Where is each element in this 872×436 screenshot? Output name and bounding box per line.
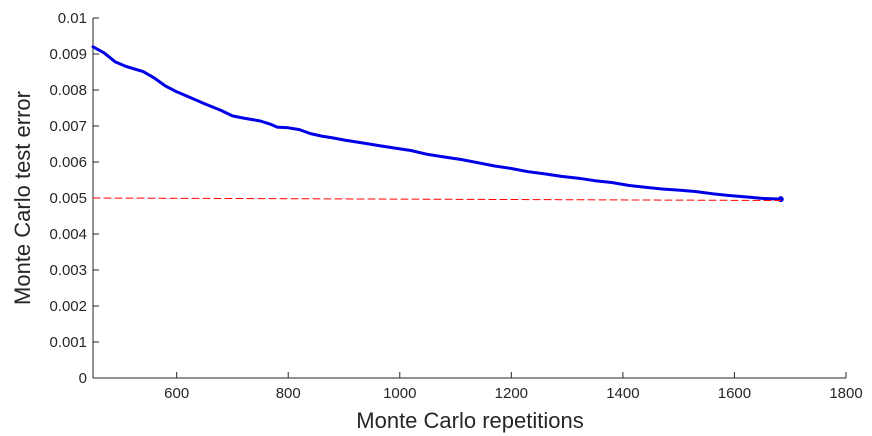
reference-line [92,197,782,201]
series-end-marker [777,196,784,203]
y-tick-label: 0.005 [49,190,87,207]
x-tick-label: 1600 [718,385,751,402]
series-line [91,45,783,201]
y-tick-label: 0.006 [49,154,87,171]
y-tick-label: 0.007 [49,118,87,135]
y-tick-label: 0.001 [49,334,87,351]
x-tick-label: 600 [164,385,189,402]
x-tick-label: 1200 [495,385,528,402]
tick-labels: 600 800 1000 1200 1400 1600 1800 0 0.001 0.002 0.0… [49,10,862,402]
x-tick-label: 800 [276,385,301,402]
y-tick-label: 0 [79,370,87,387]
y-tick-label: 0.008 [49,82,87,99]
axes [92,17,847,379]
x-axis-title: Monte Carlo repetitions [356,408,583,433]
y-tick-label: 0.01 [58,10,87,27]
x-tick-label: 1400 [606,385,639,402]
y-tick-label: 0.009 [49,46,87,63]
y-tick-label: 0.003 [49,262,87,279]
y-axis-title: Monte Carlo test error [10,91,35,305]
y-tick-label: 0.002 [49,298,87,315]
y-tick-label: 0.004 [49,226,87,243]
x-tick-label: 1800 [829,385,862,402]
series-group [91,45,784,203]
x-tick-label: 1000 [383,385,416,402]
